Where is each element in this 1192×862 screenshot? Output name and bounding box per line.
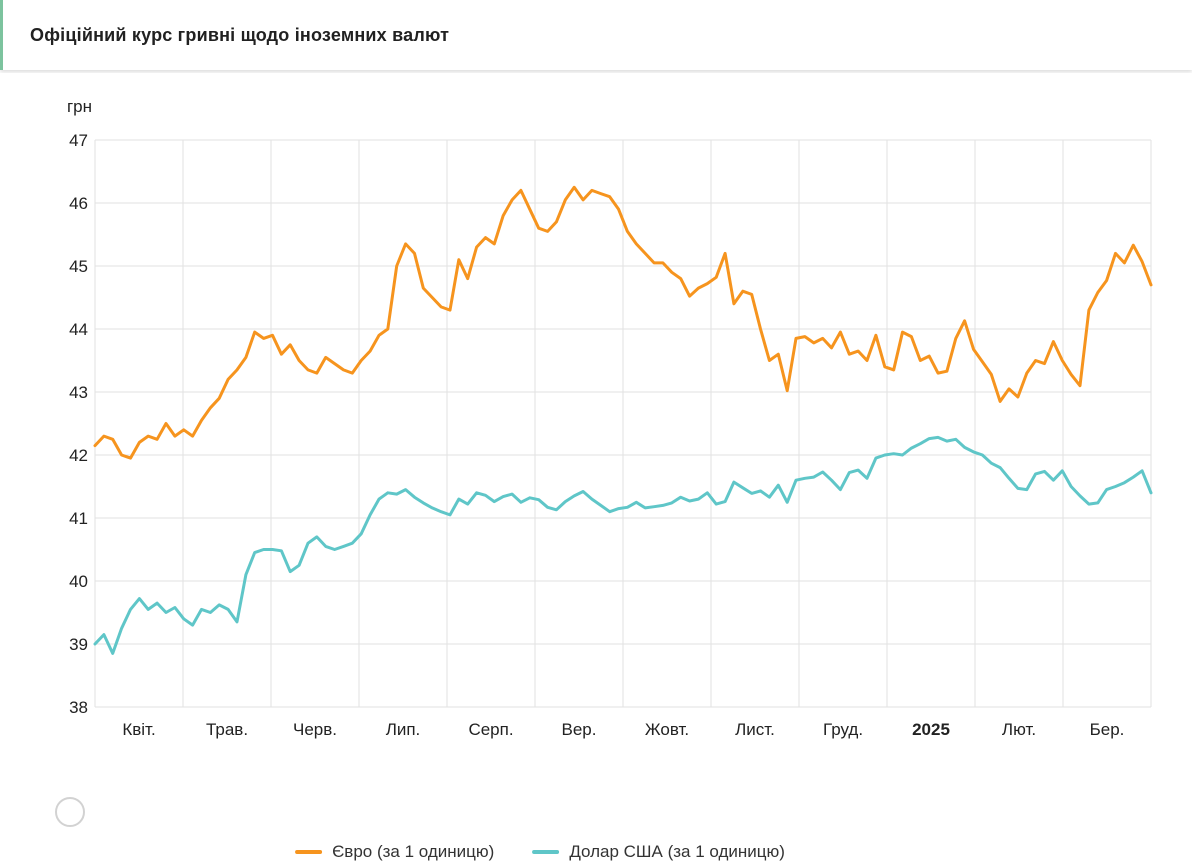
page-title: Офіційний курс гривні щодо іноземних вал… xyxy=(30,24,450,45)
header-bar: Офіційний курс гривні щодо іноземних вал… xyxy=(0,0,1192,70)
chart-legend: Євро (за 1 одиницю) Долар США (за 1 один… xyxy=(295,842,785,862)
x-axis-tick-label: Трав. xyxy=(206,720,248,739)
y-axis-tick-label: 44 xyxy=(69,320,88,339)
legend-label-euro: Євро (за 1 одиницю) xyxy=(332,842,495,861)
x-axis-tick-label: Груд. xyxy=(823,720,863,739)
partial-logo-icon xyxy=(55,797,85,827)
legend-item-usd[interactable]: Долар США (за 1 одиницю) xyxy=(532,842,785,862)
x-axis-tick-label: Лист. xyxy=(735,720,775,739)
usd-line-marker xyxy=(532,850,560,854)
y-axis-tick-label: 40 xyxy=(69,572,88,591)
y-axis-tick-label: 42 xyxy=(69,446,88,465)
x-axis-tick-label: Жовт. xyxy=(645,720,689,739)
y-axis-tick-label: 39 xyxy=(69,635,88,654)
euro-line-series xyxy=(93,185,1153,460)
x-axis-tick-label: Лип. xyxy=(386,720,421,739)
legend-label-usd: Долар США (за 1 одиницю) xyxy=(569,842,785,861)
chart-card: 47 46 45 44 43 42 41 40 39 38 грн Квіт. Трав. Черв. Ли… xyxy=(0,73,1192,861)
x-axis-tick-label: Вер. xyxy=(562,720,597,739)
x-axis-tick-label: Серп. xyxy=(468,720,513,739)
x-axis-tick-label: 2025 xyxy=(912,720,950,739)
legend-item-euro[interactable]: Євро (за 1 одиницю) xyxy=(295,842,494,862)
y-axis-tick-label: 41 xyxy=(69,509,88,528)
y-axis-tick-label: 46 xyxy=(69,194,88,213)
y-axis-tick-label: 43 xyxy=(69,383,88,402)
usd-line-series xyxy=(93,435,1153,655)
euro-line-marker xyxy=(295,850,323,854)
x-axis-tick-label: Черв. xyxy=(293,720,337,739)
y-axis-tick-label: 47 xyxy=(69,131,88,150)
y-axis-tick-label: 38 xyxy=(69,698,88,717)
exchange-rate-chart: 47 46 45 44 43 42 41 40 39 38 грн Квіт. Трав. Черв. Ли… xyxy=(67,97,1153,739)
x-axis-tick-label: Бер. xyxy=(1090,720,1125,739)
x-axis-tick-label: Лют. xyxy=(1002,720,1036,739)
y-axis-unit-label: грн xyxy=(67,97,92,116)
y-axis-tick-label: 45 xyxy=(69,257,88,276)
x-axis-tick-label: Квіт. xyxy=(122,720,155,739)
